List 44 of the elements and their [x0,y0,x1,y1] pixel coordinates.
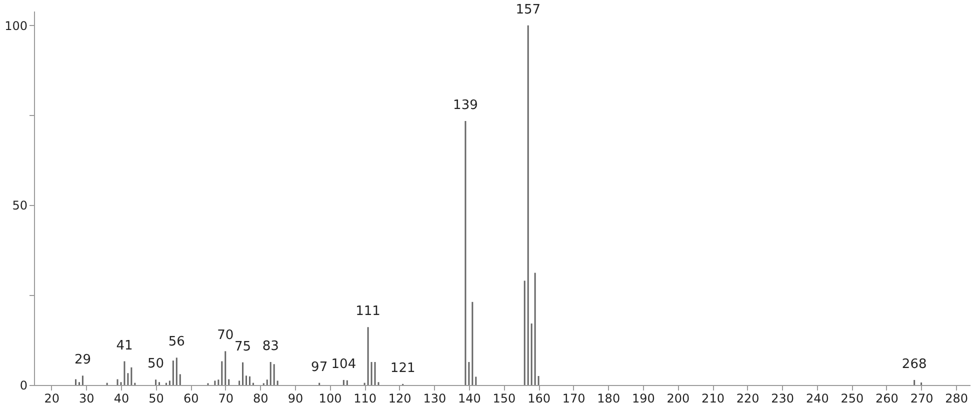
annotation: 139 [453,98,478,114]
annotation: 111 [356,304,380,320]
annotation: 70 [217,328,234,344]
annotation: 29 [74,352,91,368]
x-tick-label: 210 [702,392,724,406]
x-tick-label: 130 [423,392,446,406]
x-tick-label: 260 [876,392,898,406]
x-tick-label: 40 [114,392,130,406]
x-tick-label: 270 [910,392,934,406]
annotation: 83 [262,338,279,354]
x-tick-label: 90 [288,392,304,406]
annotation: 268 [902,356,927,372]
x-tick-label: 200 [666,392,690,406]
x-tick-label: 250 [840,392,864,406]
annotation: 50 [148,356,164,372]
x-tick-label: 80 [253,392,268,406]
annotation: 56 [168,334,185,350]
y-tick-label: 0 [20,378,28,392]
annotation: 104 [331,356,356,372]
x-tick-label: 100 [318,392,342,406]
x-tick-label: 150 [492,392,516,406]
x-tick-label: 140 [458,392,481,406]
annotation: 157 [516,2,541,18]
y-tick-label: 50 [12,198,28,213]
x-tick-label: 120 [388,392,412,406]
annotation: 121 [390,360,416,376]
x-tick-label: 190 [632,392,655,406]
x-tick-label: 50 [148,392,164,406]
x-tick-label: 220 [736,392,760,406]
x-tick-label: 20 [44,392,60,406]
x-tick-label: 110 [354,392,377,406]
x-tick-label: 180 [597,392,620,406]
x-tick-label: 30 [79,392,94,406]
x-tick-label: 230 [771,392,794,406]
x-tick-label: 160 [528,392,550,406]
y-tick-label: 100 [4,18,28,33]
annotation: 75 [234,339,252,354]
x-tick-label: 60 [183,392,199,406]
x-tick-label: 240 [806,392,829,406]
x-tick-label: 70 [218,392,234,406]
x-tick-label: 170 [562,392,586,406]
annotation: 41 [116,338,133,354]
annotation: 97 [311,360,328,375]
x-tick-label: 280 [945,392,968,406]
